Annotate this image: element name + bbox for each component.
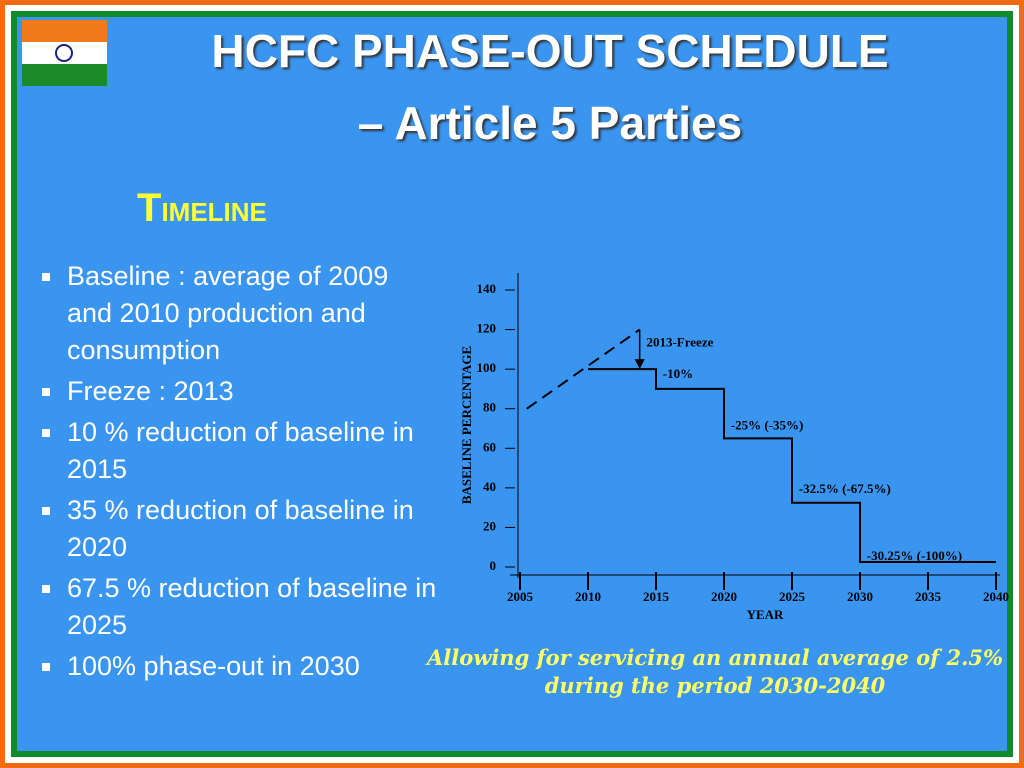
annotation: 2013-Freeze [646,334,713,349]
series-line [526,328,641,410]
y-tick-label: 40 [483,479,496,494]
annotation: -30.25% (-100%) [867,548,962,563]
bullet: 67.5 % reduction of baseline in 2025 [38,570,438,644]
x-tick-label: 2015 [643,589,670,604]
bullet: 100% phase-out in 2030 [38,648,438,685]
bullet-list: Baseline : average of 2009 and 2010 prod… [38,258,438,689]
chart: BASELINE PERCENTAGE YEAR 020406080100120… [459,273,1009,622]
arrow-head [634,359,645,370]
series-line [588,368,996,564]
annotation: -32.5% (-67.5%) [799,481,891,496]
x-tick-label: 2005 [507,589,534,604]
x-tick-label: 2020 [711,589,737,604]
y-axis-label: BASELINE PERCENTAGE [459,346,474,504]
flag [22,20,107,86]
y-tick-label: 120 [477,321,497,336]
y-tick-label: 60 [483,439,496,454]
bullet: 10 % reduction of baseline in 2015 [38,414,438,488]
slide-body [11,11,1013,757]
x-tick-label: 2035 [915,589,942,604]
y-tick-label: 80 [483,400,496,415]
y-tick-label: 100 [477,360,497,375]
bullet: Baseline : average of 2009 and 2010 prod… [38,258,438,369]
bullet: 35 % reduction of baseline in 2020 [38,492,438,566]
x-tick-label: 2040 [983,589,1009,604]
y-tick-label: 0 [490,558,497,573]
title: – Article 5 Parties [357,97,743,149]
x-tick-label: 2010 [575,589,601,604]
note: Allowing for servicing an annual average… [427,645,1003,698]
x-tick-label: 2030 [847,589,873,604]
x-tick-label: 2025 [779,589,806,604]
subtitle: TIMELINE [137,186,267,230]
x-axis-label: YEAR [747,607,784,622]
annotation: -10% [663,366,693,381]
title: HCFC PHASE-OUT SCHEDULE [211,25,889,77]
annotation: -25% (-35%) [731,418,804,433]
bullet: Freeze : 2013 [38,373,438,410]
y-tick-label: 140 [477,281,497,296]
y-tick-label: 20 [483,518,496,533]
